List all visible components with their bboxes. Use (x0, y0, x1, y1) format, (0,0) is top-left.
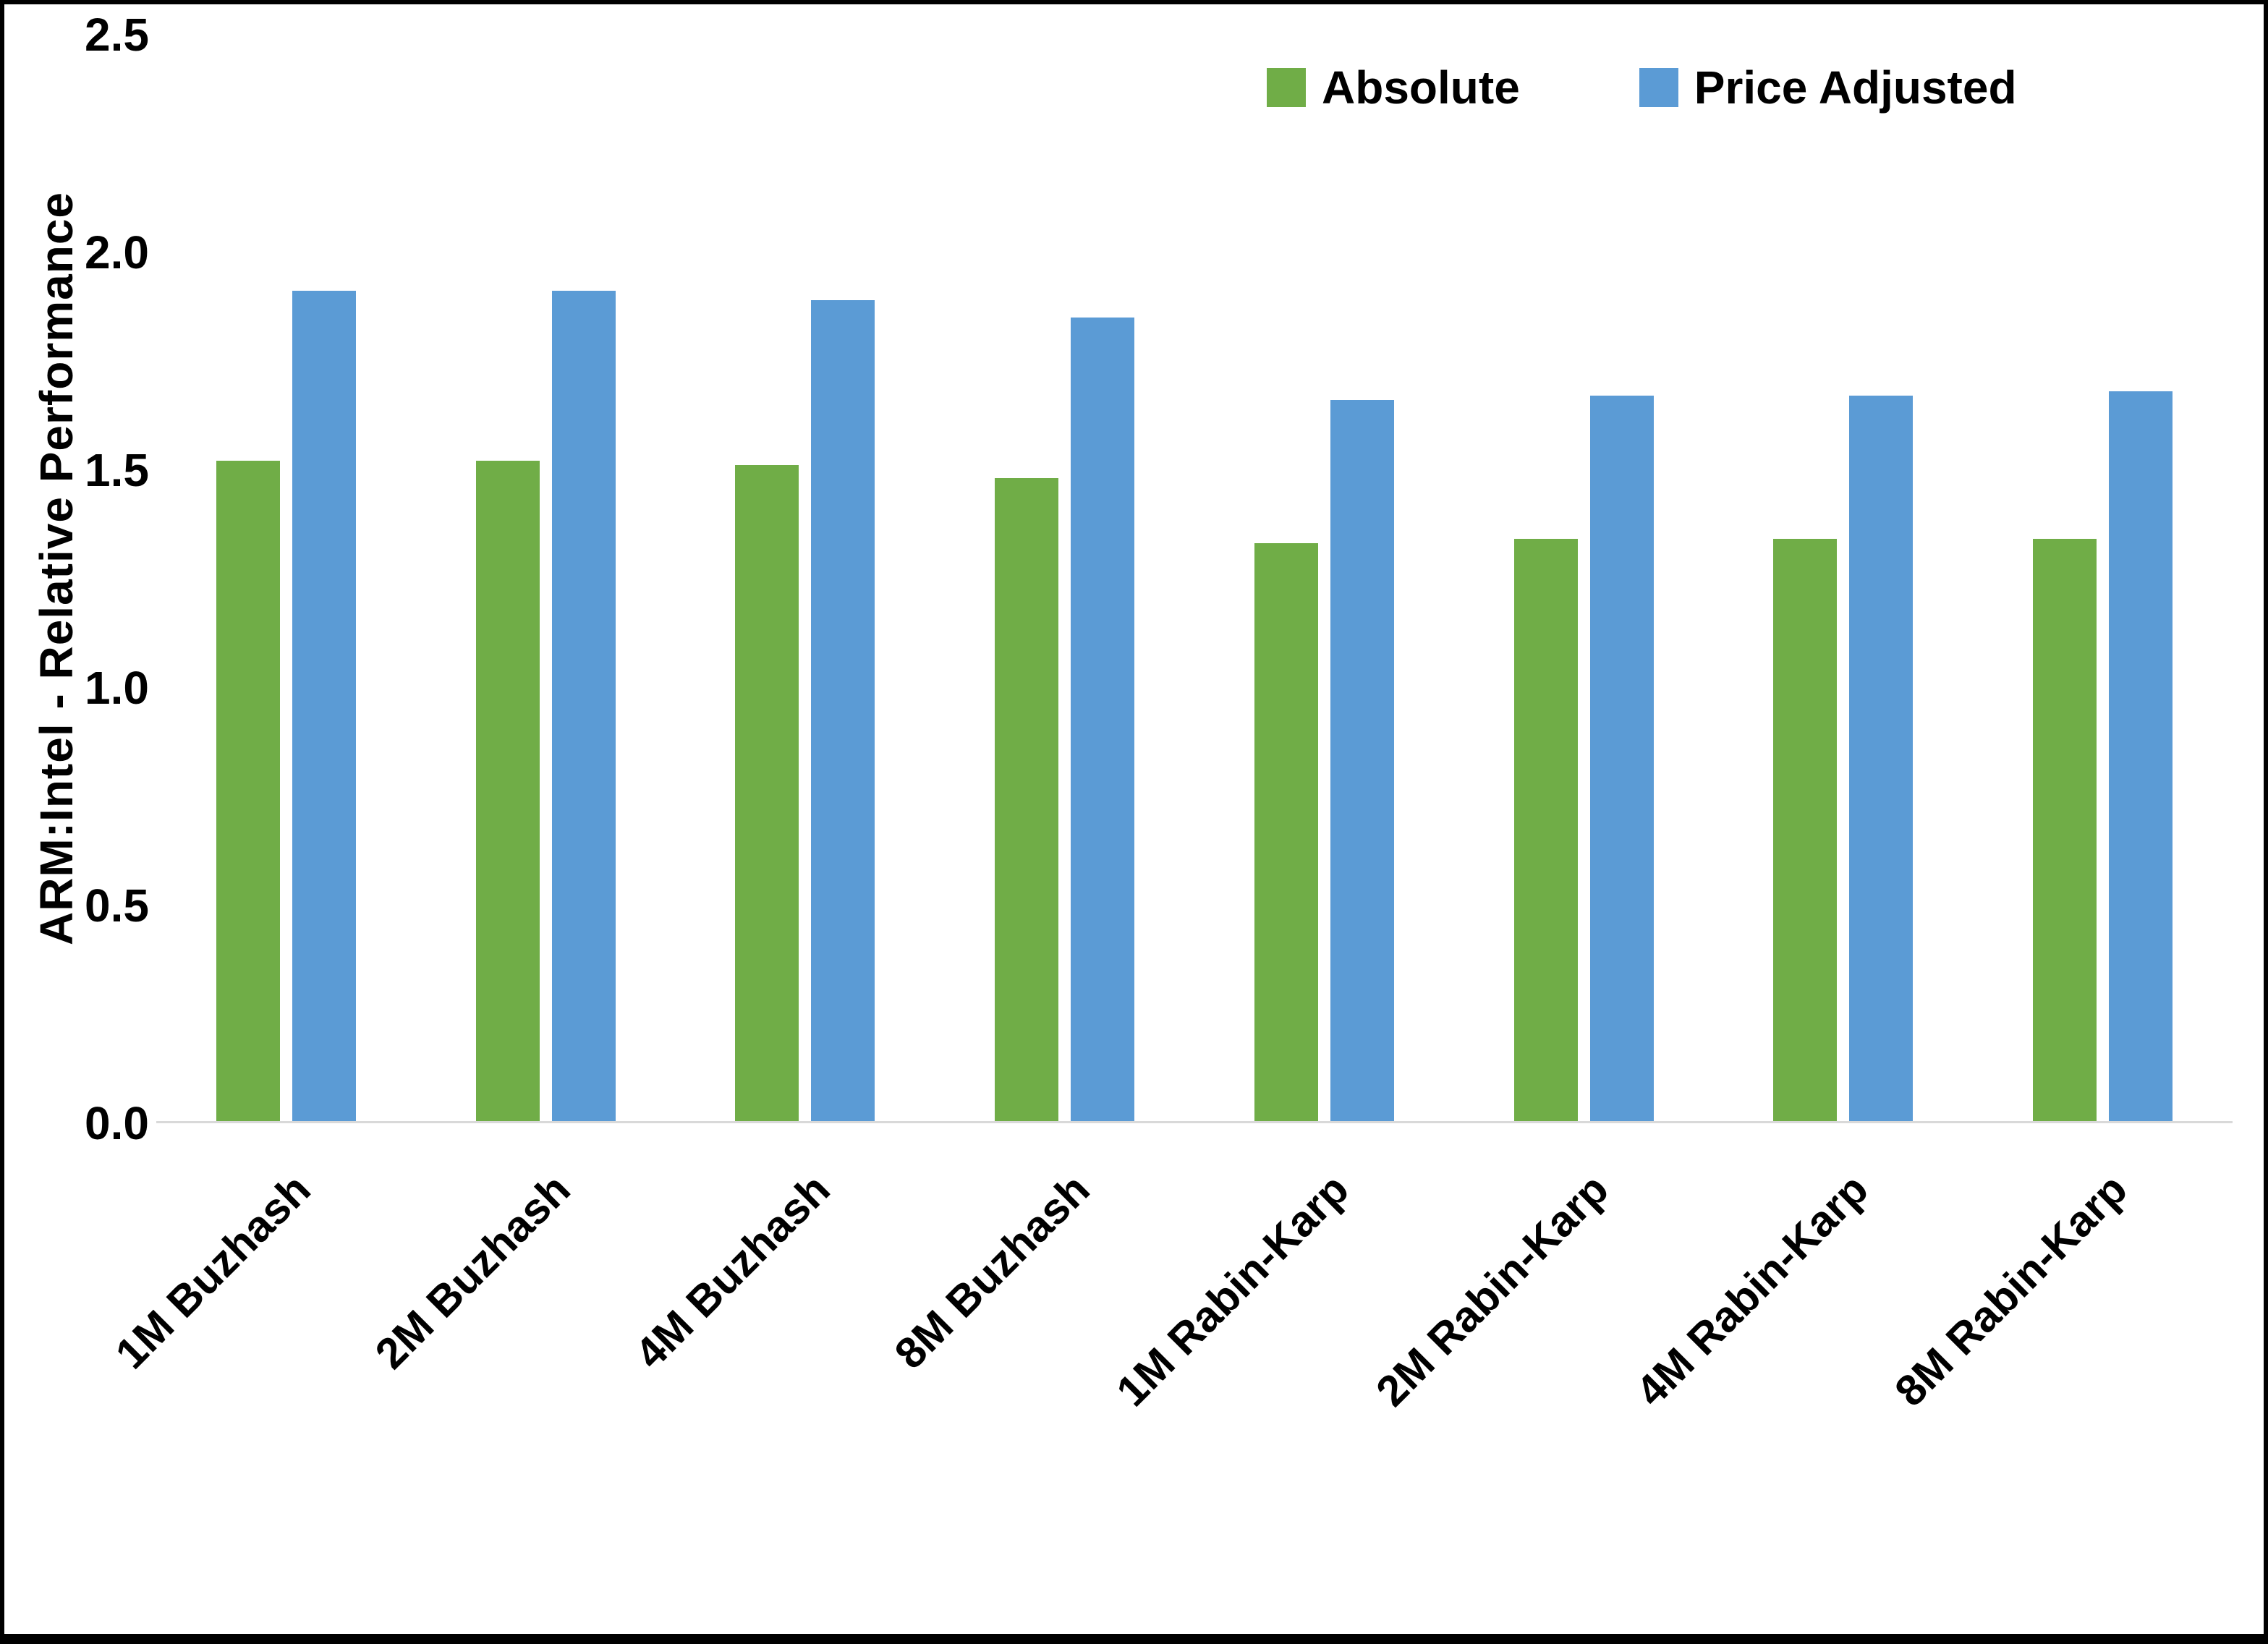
bar-price-adjusted (811, 299, 875, 1121)
bar-price-adjusted (1849, 395, 1914, 1121)
bar-price-adjusted (1330, 399, 1394, 1121)
bar-price-adjusted (1589, 395, 1654, 1121)
bar-group (1714, 35, 1974, 1121)
y-tick-label: 1.5 (85, 444, 149, 496)
y-axis-ticks: 0.0 0.5 1.0 1.5 2.0 2.5 (55, 12, 149, 1146)
bar-absolute (1773, 538, 1838, 1121)
bar-absolute (1513, 538, 1578, 1121)
bar-group (1454, 35, 1714, 1121)
legend-label: Absolute (1322, 61, 1520, 114)
plot-area (156, 35, 2233, 1123)
bar-absolute (2033, 538, 2097, 1121)
y-tick-label: 0.0 (85, 1097, 149, 1149)
bar-price-adjusted (2109, 391, 2173, 1121)
bar-group (416, 35, 676, 1121)
bar-group (676, 35, 935, 1121)
bar-group (156, 35, 416, 1121)
legend-swatch (1639, 68, 1678, 107)
x-axis-labels: 1M Buzhash 2M Buzhash 4M Buzhash 8M Buzhash… (106, 1164, 2233, 1570)
x-tick-label: 8M Buzhash (885, 1164, 1099, 1379)
bar-price-adjusted (1071, 317, 1135, 1121)
x-tick-label: 8M Rabin-Karp (1885, 1164, 2137, 1416)
x-tick-label: 1M Buzhash (106, 1164, 320, 1379)
y-tick-label: 2.0 (85, 226, 149, 278)
bar-absolute (995, 477, 1059, 1121)
legend-item-absolute: Absolute (1267, 61, 1520, 114)
x-tick-label: 2M Rabin-Karp (1367, 1164, 1618, 1416)
x-tick-label: 2M Buzhash (365, 1164, 579, 1379)
legend: Absolute Price Adjusted (1267, 61, 2017, 114)
bar-group (1973, 35, 2233, 1121)
bar-absolute (216, 460, 280, 1121)
bar-price-adjusted (551, 291, 616, 1121)
x-tick-label: 4M Rabin-Karp (1626, 1164, 1877, 1416)
y-tick-label: 2.5 (85, 9, 149, 61)
bar-absolute (475, 460, 540, 1121)
bar-absolute (1254, 542, 1318, 1121)
legend-label: Price Adjusted (1694, 61, 2017, 114)
bar-group (1194, 35, 1454, 1121)
y-tick-label: 1.0 (85, 662, 149, 714)
y-tick-label: 0.5 (85, 880, 149, 932)
x-tick-label: 1M Rabin-Karp (1107, 1164, 1359, 1416)
legend-item-price-adjusted: Price Adjusted (1639, 61, 2017, 114)
bar-price-adjusted (292, 291, 356, 1121)
bar-absolute (735, 464, 799, 1121)
x-tick-label: 4M Buzhash (625, 1164, 839, 1379)
bar-group (935, 35, 1194, 1121)
legend-swatch (1267, 68, 1306, 107)
